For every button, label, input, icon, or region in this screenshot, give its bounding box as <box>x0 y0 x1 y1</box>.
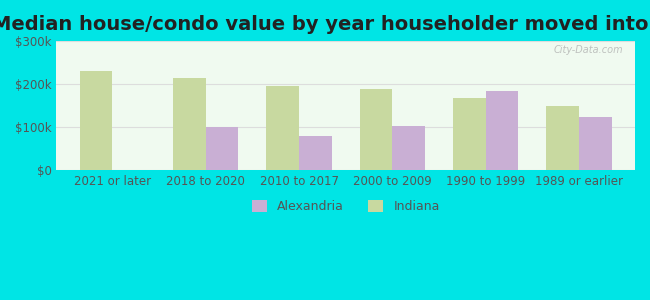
Bar <box>579 117 612 170</box>
Bar <box>206 127 239 170</box>
Legend: Alexandria, Indiana: Alexandria, Indiana <box>246 195 445 218</box>
Bar <box>486 92 518 170</box>
Bar <box>547 106 579 170</box>
Bar <box>453 98 486 170</box>
Bar <box>266 86 299 170</box>
Bar <box>393 126 425 170</box>
Bar <box>173 78 206 170</box>
Bar <box>359 89 393 170</box>
Text: City-Data.com: City-Data.com <box>554 45 623 55</box>
Title: Median house/condo value by year householder moved into unit: Median house/condo value by year househo… <box>0 15 650 34</box>
Bar <box>80 71 112 170</box>
Bar <box>299 136 332 170</box>
